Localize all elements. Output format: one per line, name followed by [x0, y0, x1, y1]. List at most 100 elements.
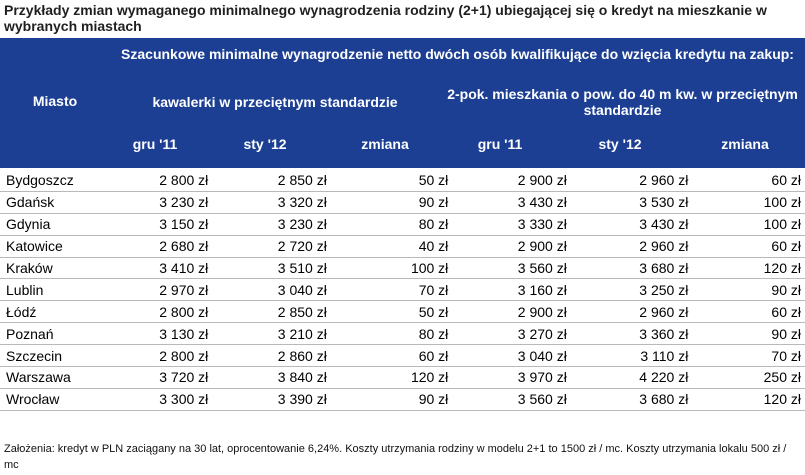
footnote: Założenia: kredyt w PLN zaciągany na 30 …: [4, 443, 787, 471]
value-cell: 50 zł: [326, 300, 449, 324]
value-cell: 2 960 zł: [566, 300, 689, 324]
value-cell: 4 220 zł: [566, 366, 689, 389]
value-cell: 3 680 zł: [566, 388, 689, 411]
value-cell: 50 zł: [326, 170, 449, 192]
value-cell: 3 430 zł: [448, 191, 567, 214]
table-row: Lublin 2 970 zł 3 040 zł 70 zł 3 160 zł 3 250…: [0, 278, 805, 302]
col-header-dec11-studio: gru '11: [132, 136, 178, 152]
value-cell: 3 430 zł: [566, 213, 689, 236]
value-cell: 3 040 zł: [208, 278, 327, 302]
group-header: Szacunkowe minimalne wynagrodzenie netto…: [121, 46, 794, 62]
value-cell: 120 zł: [688, 388, 805, 411]
value-cell: 3 040 zł: [448, 344, 567, 368]
value-cell: 3 270 zł: [448, 322, 567, 346]
value-cell: 3 250 zł: [566, 278, 689, 302]
value-cell: 3 680 zł: [566, 257, 689, 280]
value-cell: 2 720 zł: [208, 235, 327, 258]
value-cell: 2 800 zł: [115, 170, 209, 192]
value-cell: 3 230 zł: [208, 213, 327, 236]
city-cell: Kraków: [0, 257, 116, 280]
table-row: Kraków 3 410 zł 3 510 zł 100 zł 3 560 zł 3 68…: [0, 257, 805, 280]
value-cell: 3 530 zł: [566, 191, 689, 214]
value-cell: 3 720 zł: [115, 366, 209, 389]
table-row: Poznań 3 130 zł 3 210 zł 80 zł 3 270 zł 3 360…: [0, 322, 805, 346]
table-row: Gdynia 3 150 zł 3 230 zł 80 zł 3 330 zł 3 430…: [0, 213, 805, 236]
value-cell: 90 zł: [688, 322, 805, 346]
value-cell: 2 900 zł: [448, 235, 567, 258]
value-cell: 2 960 zł: [566, 170, 689, 192]
value-cell: 3 210 zł: [208, 322, 327, 346]
studio-subheader: kawalerki w przeciętnym standardzie: [152, 94, 398, 110]
city-cell: Lublin: [0, 278, 116, 302]
value-cell: 60 zł: [688, 300, 805, 324]
value-cell: 3 150 zł: [115, 213, 209, 236]
city-cell: Gdańsk: [0, 191, 116, 214]
table-row: Gdańsk 3 230 zł 3 320 zł 90 zł 3 430 zł 3 530…: [0, 191, 805, 214]
table-row: Szczecin 2 800 zł 2 860 zł 60 zł 3 040 zł 3 1…: [0, 344, 805, 368]
value-cell: 90 zł: [326, 191, 449, 214]
value-cell: 120 zł: [326, 366, 449, 389]
value-cell: 3 110 zł: [566, 344, 689, 368]
table-header: Miasto Szacunkowe minimalne wynagrodzeni…: [0, 38, 805, 168]
table-row: Łódź 2 800 zł 2 850 zł 50 zł 2 900 zł 2 960 z…: [0, 300, 805, 324]
value-cell: 3 300 zł: [115, 388, 209, 411]
data-table: Bydgoszcz 2 800 zł 2 850 zł 50 zł 2 900 zł 2 …: [0, 170, 805, 411]
value-cell: 2 680 zł: [115, 235, 209, 258]
value-cell: 2 900 zł: [448, 170, 567, 192]
value-cell: 2 800 zł: [115, 300, 209, 324]
value-cell: 3 360 zł: [566, 322, 689, 346]
city-cell: Łódź: [0, 300, 116, 324]
value-cell: 3 330 zł: [448, 213, 567, 236]
table-row: Wrocław 3 300 zł 3 390 zł 90 zł 3 560 zł 3 68…: [0, 388, 805, 411]
table-row: Warszawa 3 720 zł 3 840 zł 120 zł 3 970 zł 4 …: [0, 366, 805, 389]
value-cell: 60 zł: [688, 235, 805, 258]
col-header-dec11-tworoom: gru '11: [477, 136, 523, 152]
city-cell: Wrocław: [0, 388, 116, 411]
value-cell: 3 230 zł: [115, 191, 209, 214]
value-cell: 100 zł: [326, 257, 449, 280]
value-cell: 2 800 zł: [115, 344, 209, 368]
value-cell: 80 zł: [326, 213, 449, 236]
value-cell: 100 zł: [688, 213, 805, 236]
value-cell: 2 970 zł: [115, 278, 209, 302]
value-cell: 3 510 zł: [208, 257, 327, 280]
col-header-change-studio: zmiana: [361, 136, 409, 152]
table-title: Przykłady zmian wymaganego minimalnego w…: [4, 2, 767, 34]
city-cell: Bydgoszcz: [0, 170, 116, 192]
value-cell: 90 zł: [688, 278, 805, 302]
value-cell: 2 900 zł: [448, 300, 567, 324]
value-cell: 3 160 zł: [448, 278, 567, 302]
col-header-change-tworoom: zmiana: [721, 136, 769, 152]
value-cell: 70 zł: [326, 278, 449, 302]
value-cell: 250 zł: [688, 366, 805, 389]
value-cell: 80 zł: [326, 322, 449, 346]
col-header-jan12-studio: sty '12: [243, 136, 287, 152]
value-cell: 3 130 zł: [115, 322, 209, 346]
value-cell: 3 840 zł: [208, 366, 327, 389]
city-cell: Katowice: [0, 235, 116, 258]
value-cell: 2 960 zł: [566, 235, 689, 258]
col-header-jan12-tworoom: sty '12: [598, 136, 642, 152]
value-cell: 90 zł: [326, 388, 449, 411]
value-cell: 3 320 zł: [208, 191, 327, 214]
two-room-subheader: 2-pok. mieszkania o pow. do 40 m kw. w p…: [447, 86, 798, 118]
value-cell: 2 860 zł: [208, 344, 327, 368]
table-row: Katowice 2 680 zł 2 720 zł 40 zł 2 900 zł 2 9…: [0, 235, 805, 258]
value-cell: 100 zł: [688, 191, 805, 214]
city-cell: Warszawa: [0, 366, 116, 389]
value-cell: 2 850 zł: [208, 300, 327, 324]
value-cell: 60 zł: [326, 344, 449, 368]
value-cell: 3 410 zł: [115, 257, 209, 280]
value-cell: 3 970 zł: [448, 366, 567, 389]
value-cell: 3 560 zł: [448, 257, 567, 280]
city-cell: Szczecin: [0, 344, 116, 368]
value-cell: 120 zł: [688, 257, 805, 280]
value-cell: 3 390 zł: [208, 388, 327, 411]
city-cell: Gdynia: [0, 213, 116, 236]
city-column-header: Miasto: [32, 93, 78, 109]
city-cell: Poznań: [0, 322, 116, 346]
value-cell: 2 850 zł: [208, 170, 327, 192]
table-row: Bydgoszcz 2 800 zł 2 850 zł 50 zł 2 900 zł 2 …: [0, 170, 805, 192]
value-cell: 40 zł: [326, 235, 449, 258]
value-cell: 70 zł: [688, 344, 805, 368]
